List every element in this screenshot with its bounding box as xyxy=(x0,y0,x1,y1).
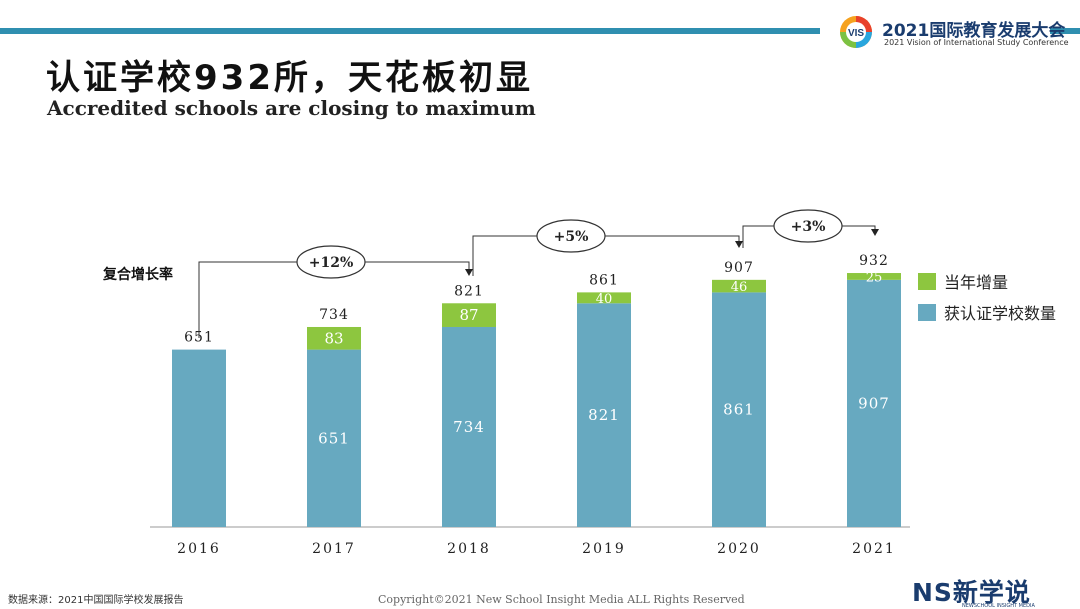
bar-increment-value-label: 40 xyxy=(596,292,613,307)
brand-logo: NS新学说 NEWSCHOOL INSIGHT MEDIA xyxy=(912,573,1035,609)
conference-logo-icon: VIS xyxy=(840,16,872,48)
bar-base-2017 xyxy=(307,349,361,527)
legend-increment-label: 当年增量 xyxy=(944,273,1008,292)
brand-logo-subtext: NEWSCHOOL INSIGHT MEDIA xyxy=(962,603,1035,609)
growth-rate-value: +5% xyxy=(554,229,589,245)
bar-increment-value-label: 46 xyxy=(731,280,748,295)
bar-increment-2019 xyxy=(577,292,631,304)
x-tick-label: 2019 xyxy=(582,541,626,557)
bar-base-2020 xyxy=(712,292,766,527)
conference-title: 2021国际教育发展大会 xyxy=(882,21,1066,41)
growth-bubble xyxy=(773,209,843,243)
legend-base-swatch xyxy=(918,304,936,321)
copyright-notice: Copyright©2021 New School Insight Media … xyxy=(378,593,745,606)
bar-increment-2017 xyxy=(307,326,361,350)
growth-bubble xyxy=(536,219,606,253)
bar-base-2018 xyxy=(442,326,496,527)
bar-increment-2020 xyxy=(712,279,766,293)
growth-rate-value: +12% xyxy=(309,255,354,271)
growth-rate-label: 复合增长率 xyxy=(102,266,173,283)
growth-rate-value: +3% xyxy=(791,219,826,235)
bar-increment-value-label: 87 xyxy=(459,306,478,324)
conference-subtitle: 2021 Vision of International Study Confe… xyxy=(884,38,1069,47)
bar-increment-2021 xyxy=(847,273,901,280)
growth-connector-line xyxy=(472,235,740,276)
bar-base-value-label: 861 xyxy=(723,401,755,419)
bar-total-label: 907 xyxy=(724,260,754,276)
x-tick-label: 2020 xyxy=(717,541,761,557)
growth-arrow-icon xyxy=(465,269,473,276)
bar-base-2019 xyxy=(577,303,631,527)
bar-base-value-label: 821 xyxy=(588,406,620,424)
header-accent-bar-right xyxy=(1050,28,1080,34)
x-tick-label: 2021 xyxy=(852,541,896,557)
bar-base-value-label: 734 xyxy=(453,418,485,436)
bar-total-label: 932 xyxy=(859,253,889,269)
slide-title: 认证学校932所，天花板初显 xyxy=(46,58,533,98)
legend-base-label: 获认证学校数量 xyxy=(944,304,1056,323)
data-source-note: 数据来源：2021中国国际学校发展报告 xyxy=(8,595,184,606)
bar-increment-value-label: 83 xyxy=(324,329,343,347)
legend-increment-swatch xyxy=(918,273,936,290)
bar-total-label: 861 xyxy=(589,272,619,288)
growth-arrow-icon xyxy=(735,241,743,248)
brand-logo-text: NS新学说 xyxy=(912,578,1031,607)
header-accent-bar xyxy=(0,28,820,34)
conference-logo-text: VIS xyxy=(848,28,864,39)
bar-base-2016 xyxy=(172,349,226,527)
bar-increment-value-label: 25 xyxy=(866,270,883,285)
bar-total-label: 821 xyxy=(454,283,484,299)
growth-bubble xyxy=(296,245,366,279)
growth-arrow-icon xyxy=(871,229,879,236)
bar-base-value-label: 907 xyxy=(858,394,890,412)
x-tick-label: 2017 xyxy=(312,541,356,557)
slide-subtitle: Accredited schools are closing to maximu… xyxy=(47,96,536,120)
x-tick-label: 2018 xyxy=(447,541,491,557)
bar-total-label: 734 xyxy=(319,307,349,323)
bar-base-2021 xyxy=(847,279,901,527)
x-tick-label: 2016 xyxy=(177,541,221,557)
bar-increment-2018 xyxy=(442,303,496,327)
bar-base-value-label: 651 xyxy=(318,429,350,447)
